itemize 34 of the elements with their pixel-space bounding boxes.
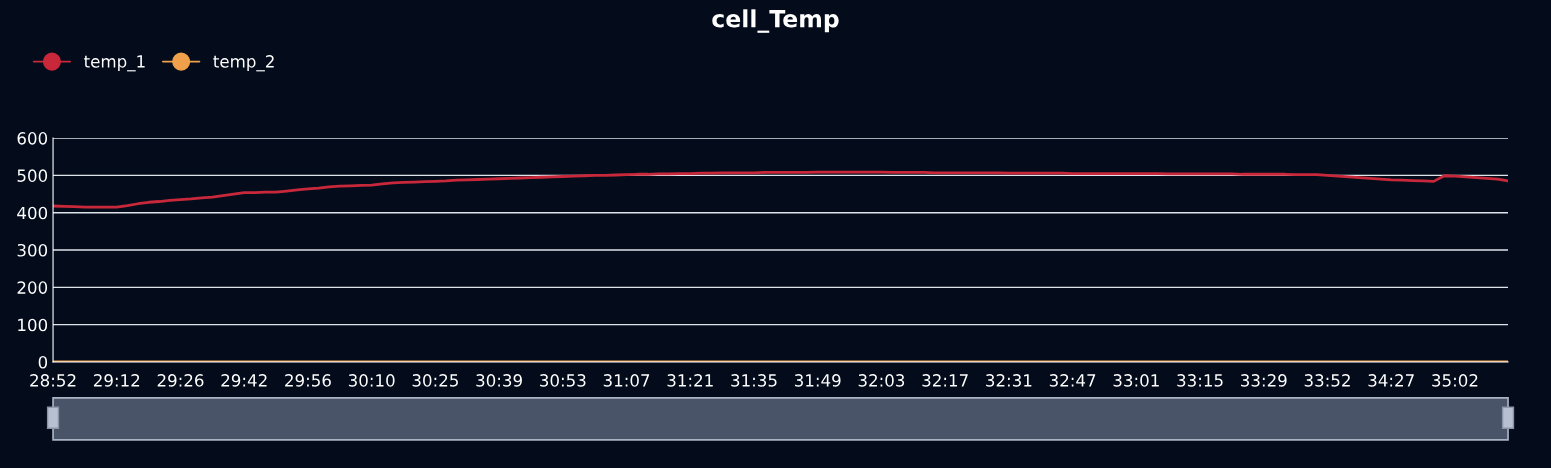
x-tick-label: 32:03 [858, 374, 905, 387]
legend-label: temp_2 [213, 55, 274, 72]
x-tick-label: 28:52 [30, 374, 76, 387]
y-tick-label: 100 [18, 318, 48, 332]
x-tick-label: 30:53 [540, 374, 586, 387]
y-tick-label: 600 [17, 132, 48, 145]
x-tick-label: 29:26 [157, 374, 204, 387]
x-tick-label: 31:35 [731, 374, 777, 387]
y-tick-label: 500 [17, 169, 48, 182]
y-tick-label: 200 [17, 281, 48, 294]
chart-title: cell_Temp [712, 9, 839, 33]
x-tick-label: 31:49 [794, 374, 841, 387]
y-tick-label: 400 [17, 206, 48, 220]
x-tick-label: 32:47 [1049, 374, 1096, 387]
legend-label: temp_1 [84, 55, 145, 72]
x-tick-label: 33:52 [1304, 374, 1350, 387]
x-tick-label: 29:12 [93, 374, 140, 387]
x-tick-label: 33:15 [1177, 374, 1223, 387]
x-tick-label: 30:39 [476, 374, 522, 387]
x-tick-label: 33:29 [1241, 374, 1287, 387]
x-tick-label: 32:31 [986, 374, 1032, 387]
x-tick-label: 32:17 [922, 374, 968, 387]
y-tick-label: 300 [17, 243, 48, 257]
y-tick-label: 0 [38, 355, 48, 369]
x-tick-label: 30:10 [348, 374, 395, 387]
x-tick-label: 30:25 [412, 374, 458, 387]
x-tick-label: 31:21 [667, 374, 713, 387]
x-tick-label: 29:42 [221, 374, 267, 387]
x-tick-label: 33:01 [1113, 374, 1159, 387]
x-tick-label: 31:07 [603, 374, 650, 387]
x-tick-label: 29:56 [285, 374, 331, 387]
line-series [53, 170, 1509, 209]
x-tick-label: 34:27 [1368, 374, 1414, 387]
x-tick-label: 35:02 [1432, 374, 1478, 387]
